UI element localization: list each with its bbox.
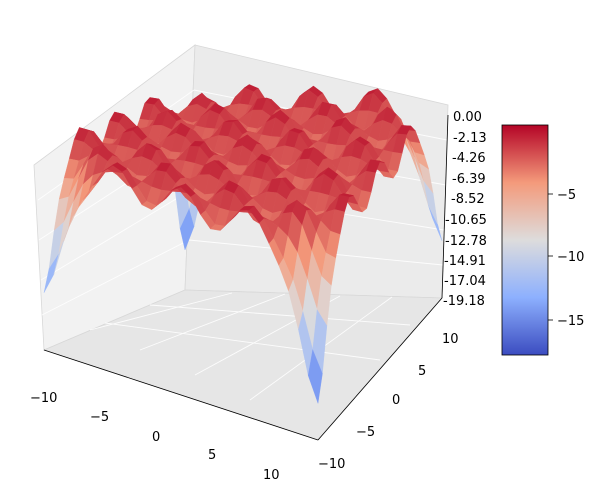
z-axis: 0.00 -2.13 -4.26 -6.39 -8.52 -10.65 -12.… [441,110,487,309]
z-tick-label: -6.39 [452,172,486,187]
x-tick-label: −10 [30,391,57,406]
z-tick-label: -4.26 [452,151,486,166]
z-tick-label: -12.78 [445,234,487,249]
z-tick-label: -8.52 [451,192,485,207]
colorbar-gradient [501,124,549,356]
colorbar-tick-label: −5 [557,188,576,203]
colorbar: −5 −10 −15 [501,124,584,356]
z-tick-label: -10.65 [445,213,487,228]
x-tick-label: 5 [208,448,216,463]
surface [43,84,443,404]
x-tick-label: 10 [263,468,280,483]
z-tick-label: -2.13 [453,131,487,146]
y-tick-label: 10 [442,332,459,347]
y-tick-label: −10 [318,457,345,472]
y-tick-label: 5 [418,364,426,379]
x-tick-label: 0 [152,430,160,445]
colorbar-tick-label: −15 [557,314,584,329]
y-tick-label: 0 [392,393,400,408]
y-axis: −10 −5 0 5 10 [317,297,459,472]
z-tick-label: -19.18 [443,294,485,309]
x-tick-label: −5 [90,410,109,425]
z-tick-label: 0.00 [453,110,482,125]
z-tick-label: -14.91 [444,254,486,269]
colorbar-tick-label: −10 [557,250,584,265]
surface-facet [307,348,323,404]
y-tick-label: −5 [356,425,375,440]
z-tick-label: -17.04 [444,274,486,289]
x-axis: −10 −5 0 5 10 [30,349,319,483]
